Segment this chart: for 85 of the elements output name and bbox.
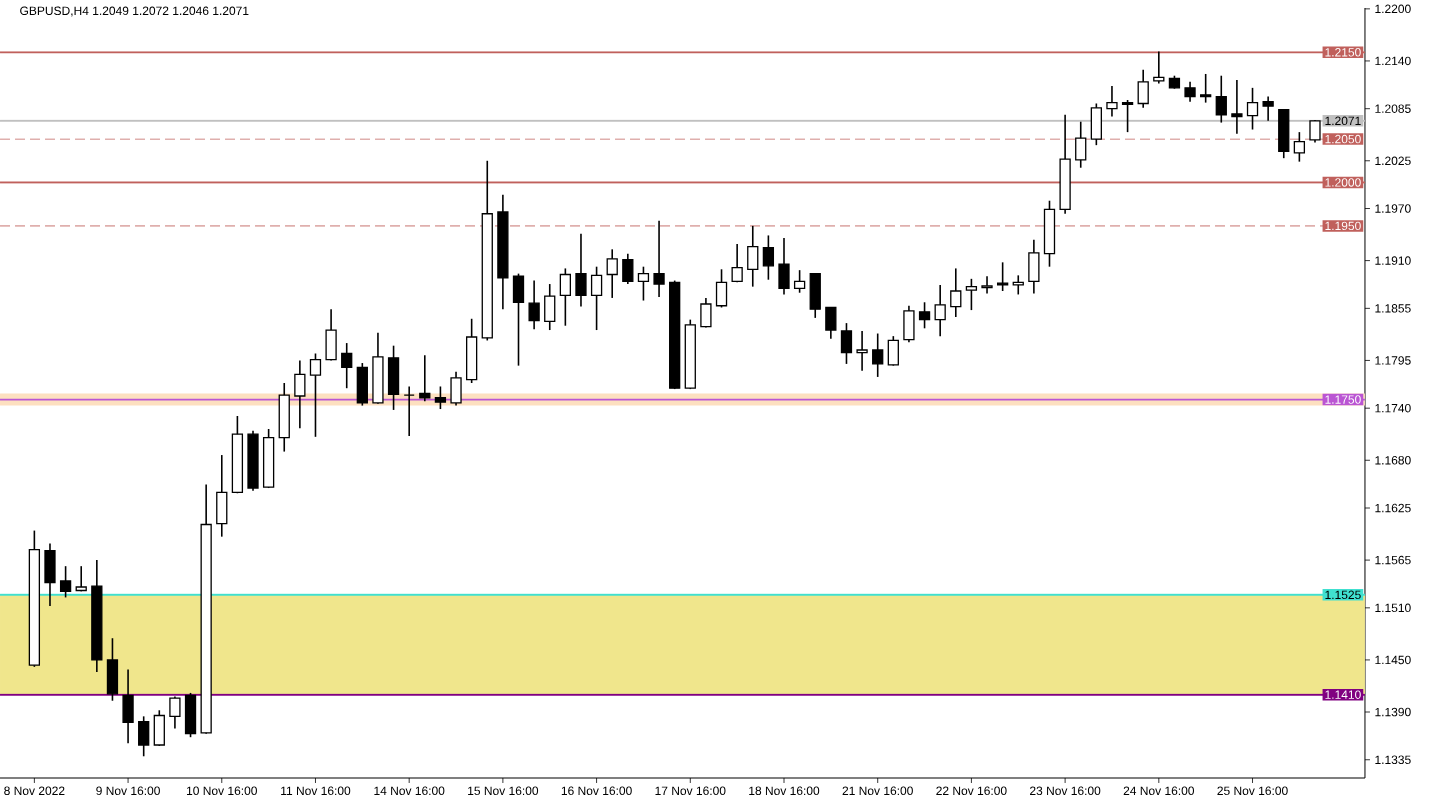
x-tick-label: 24 Nov 16:00 <box>1123 786 1195 796</box>
candlestick <box>653 219 665 298</box>
candlestick <box>731 243 743 284</box>
candlestick <box>59 565 72 599</box>
y-tick-label: 1.1335 <box>1375 755 1411 764</box>
candlestick <box>715 268 728 309</box>
x-tick-label: 22 Nov 16:00 <box>936 786 1007 796</box>
candlestick <box>856 330 868 372</box>
candlestick <box>950 267 962 318</box>
x-tick-label: 25 Nov 16:00 <box>1217 786 1288 796</box>
x-tick-label: 18 Nov 16:00 <box>749 786 820 796</box>
ref-line-label: 1.2000 <box>1325 178 1361 187</box>
candlestick <box>138 715 150 758</box>
y-tick-label: 1.1450 <box>1375 655 1411 665</box>
x-tick-label: 21 Nov 16:00 <box>842 786 913 796</box>
candlestick <box>1293 131 1306 163</box>
x-tick-label: 8 Nov 2022 <box>4 786 65 796</box>
y-tick-label: 1.1740 <box>1375 403 1411 413</box>
candlestick <box>1121 99 1134 133</box>
candlestick <box>918 301 931 330</box>
x-tick-label: 16 Nov 16:00 <box>561 786 632 796</box>
y-tick-label: 1.1970 <box>1375 204 1411 213</box>
chart-title: GBPUSD,H4 1.2049 1.2072 1.2046 1.2071 <box>20 6 249 17</box>
candlestick <box>622 252 634 285</box>
y-tick-label: 1.2025 <box>1375 156 1411 166</box>
candlestick <box>1012 274 1024 296</box>
candlestick <box>606 248 618 299</box>
ref-line-label: 1.1950 <box>1325 221 1361 231</box>
ref-line-label: 1.2150 <box>1325 48 1361 57</box>
y-tick-label: 1.1625 <box>1375 503 1411 513</box>
candlestick <box>1106 85 1118 118</box>
candlestick <box>590 265 603 331</box>
candlestick <box>981 275 993 295</box>
y-tick-label: 1.1795 <box>1375 356 1411 365</box>
candlestick <box>1231 79 1243 135</box>
y-tick-label: 1.1390 <box>1375 707 1411 717</box>
candlestick <box>793 269 806 294</box>
x-tick-label: 10 Nov 16:00 <box>186 786 257 796</box>
candlestick <box>840 322 853 365</box>
candlestick <box>747 225 759 288</box>
x-tick-label: 15 Nov 16:00 <box>468 786 539 796</box>
candlestick <box>1200 73 1212 104</box>
candlestick <box>1184 80 1196 103</box>
y-tick-label: 1.2140 <box>1375 56 1411 66</box>
ref-line-label: 1.1410 <box>1325 690 1361 699</box>
candlestick <box>1262 95 1274 122</box>
y-tick-label: 1.1680 <box>1375 456 1411 465</box>
candlestick <box>559 267 571 327</box>
y-tick-label: 1.2085 <box>1375 104 1411 113</box>
candlestick <box>1215 74 1227 124</box>
candlestick <box>762 234 775 281</box>
candlestick <box>341 342 353 390</box>
candlestick <box>825 306 837 340</box>
candlestick <box>934 284 946 337</box>
x-tick-label: 9 Nov 16:00 <box>96 786 160 796</box>
candlestick <box>575 232 587 308</box>
ref-line-label: 1.1750 <box>1325 395 1361 404</box>
x-tick-label: 11 Nov 16:00 <box>281 786 351 796</box>
y-tick-label: 1.1910 <box>1375 256 1411 265</box>
candlestick <box>169 695 181 730</box>
candlestick <box>294 359 306 429</box>
candlestick <box>1153 50 1165 85</box>
candlestick <box>75 565 87 593</box>
candlestick <box>872 332 884 378</box>
ref-line-label: 1.2071 <box>1325 116 1361 126</box>
candlestick <box>1137 68 1149 109</box>
candlestick <box>1246 87 1259 131</box>
y-tick-label: 1.1855 <box>1375 304 1411 313</box>
y-tick-label: 1.1510 <box>1375 603 1411 613</box>
x-tick-label: 17 Nov 16:00 <box>655 786 726 796</box>
candlestick <box>1075 120 1087 169</box>
candlestick <box>434 385 447 410</box>
candlestick <box>403 385 415 437</box>
candlestick <box>528 279 540 330</box>
ref-line-label: 1.2050 <box>1325 134 1361 144</box>
candlestick <box>309 352 322 438</box>
candlestick <box>700 297 712 329</box>
candlestick <box>965 278 978 311</box>
candlestick <box>996 261 1009 292</box>
y-tick-label: 1.1565 <box>1375 555 1411 565</box>
candlestick <box>637 265 650 302</box>
x-tick-label: 23 Nov 16:00 <box>1030 786 1101 796</box>
y-tick-label: 1.2200 <box>1375 4 1411 14</box>
ref-line-label: 1.1525 <box>1325 590 1361 600</box>
x-tick-label: 14 Nov 16:00 <box>374 786 445 796</box>
